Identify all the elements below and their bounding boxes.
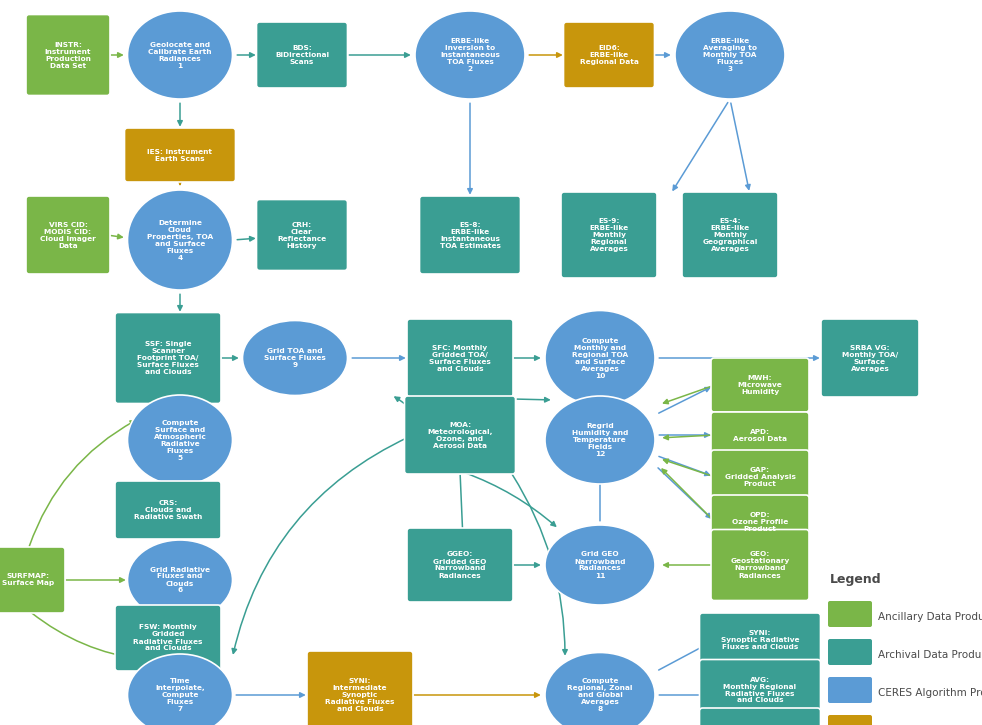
FancyBboxPatch shape [115, 605, 221, 671]
Ellipse shape [243, 320, 348, 396]
Text: ES-9:
ERBE-like
Monthly
Regional
Averages: ES-9: ERBE-like Monthly Regional Average… [589, 218, 628, 252]
FancyBboxPatch shape [307, 651, 413, 725]
Ellipse shape [128, 11, 233, 99]
FancyBboxPatch shape [828, 677, 872, 703]
FancyBboxPatch shape [564, 22, 654, 88]
FancyBboxPatch shape [0, 547, 65, 613]
FancyBboxPatch shape [821, 319, 919, 397]
FancyBboxPatch shape [125, 128, 236, 182]
FancyBboxPatch shape [256, 199, 348, 270]
Ellipse shape [415, 11, 525, 99]
Ellipse shape [545, 310, 655, 405]
Text: SYNI:
Intermediate
Synoptic
Radiative Fluxes
and Clouds: SYNI: Intermediate Synoptic Radiative Fl… [325, 678, 395, 712]
Ellipse shape [545, 396, 655, 484]
Text: GEO:
Geostationary
Narrowband
Radiances: GEO: Geostationary Narrowband Radiances [731, 552, 790, 579]
FancyBboxPatch shape [711, 495, 809, 549]
Ellipse shape [128, 540, 233, 620]
Ellipse shape [675, 11, 785, 99]
Text: SFC: Monthly
Gridded TOA/
Surface Fluxes
and Clouds: SFC: Monthly Gridded TOA/ Surface Fluxes… [429, 344, 491, 371]
Text: GAP:
Gridded Analysis
Product: GAP: Gridded Analysis Product [725, 467, 795, 487]
Text: SYNI:
Synoptic Radiative
Fluxes and Clouds: SYNI: Synoptic Radiative Fluxes and Clou… [721, 630, 799, 650]
FancyBboxPatch shape [711, 412, 809, 458]
Ellipse shape [128, 654, 233, 725]
FancyBboxPatch shape [26, 14, 110, 96]
Text: VIRS CID:
MODIS CID:
Cloud Imager
Data: VIRS CID: MODIS CID: Cloud Imager Data [40, 222, 96, 249]
Text: Grid TOA and
Surface Fluxes
9: Grid TOA and Surface Fluxes 9 [264, 348, 326, 368]
FancyBboxPatch shape [405, 396, 516, 474]
Text: ES-4:
ERBE-like
Monthly
Geographical
Averages: ES-4: ERBE-like Monthly Geographical Ave… [702, 218, 758, 252]
Text: ES-8:
ERBE-like
Instantaneous
TOA Estimates: ES-8: ERBE-like Instantaneous TOA Estima… [440, 222, 501, 249]
Text: MOA:
Meteorological,
Ozone, and
Aerosol Data: MOA: Meteorological, Ozone, and Aerosol … [427, 421, 493, 449]
Text: APD:
Aerosol Data: APD: Aerosol Data [733, 428, 787, 442]
Text: INSTR:
Instrument
Production
Data Set: INSTR: Instrument Production Data Set [45, 41, 91, 68]
Text: ERBE-like
Averaging to
Monthly TOA
Fluxes
3: ERBE-like Averaging to Monthly TOA Fluxe… [703, 38, 757, 72]
FancyBboxPatch shape [699, 708, 821, 725]
Text: Grid Radiative
Fluxes and
Clouds
6: Grid Radiative Fluxes and Clouds 6 [150, 566, 210, 594]
FancyBboxPatch shape [828, 639, 872, 665]
Text: OPD:
Ozone Profile
Product: OPD: Ozone Profile Product [732, 512, 789, 532]
Text: MWH:
Microwave
Humidity: MWH: Microwave Humidity [737, 375, 783, 395]
Text: CERES Algorithm Processes: CERES Algorithm Processes [878, 688, 982, 698]
Text: AVG:
Monthly Regional
Radiative Fluxes
and Clouds: AVG: Monthly Regional Radiative Fluxes a… [724, 676, 796, 703]
Text: CRS:
Clouds and
Radiative Swath: CRS: Clouds and Radiative Swath [134, 500, 202, 520]
Ellipse shape [128, 395, 233, 485]
FancyBboxPatch shape [711, 529, 809, 600]
Text: Geolocate and
Calibrate Earth
Radiances
1: Geolocate and Calibrate Earth Radiances … [148, 41, 212, 68]
Text: Archival Data Products: Archival Data Products [878, 650, 982, 660]
FancyBboxPatch shape [828, 715, 872, 725]
Text: CRH:
Clear
Reflectance
History: CRH: Clear Reflectance History [278, 222, 327, 249]
Text: EID6:
ERBE-like
Regional Data: EID6: ERBE-like Regional Data [579, 45, 638, 65]
FancyBboxPatch shape [711, 358, 809, 412]
Text: IES: Instrument
Earth Scans: IES: Instrument Earth Scans [147, 149, 212, 162]
FancyBboxPatch shape [711, 450, 809, 504]
Text: Time
Interpolate,
Compute
Fluxes
7: Time Interpolate, Compute Fluxes 7 [155, 678, 205, 712]
FancyBboxPatch shape [115, 481, 221, 539]
FancyBboxPatch shape [561, 192, 657, 278]
Text: BDS:
BiDirectional
Scans: BDS: BiDirectional Scans [275, 45, 329, 65]
Text: ERBE-like
Inversion to
Instantaneous
TOA Fluxes
2: ERBE-like Inversion to Instantaneous TOA… [440, 38, 500, 72]
FancyBboxPatch shape [419, 196, 520, 274]
FancyBboxPatch shape [407, 528, 513, 602]
Ellipse shape [545, 525, 655, 605]
FancyBboxPatch shape [699, 613, 821, 667]
Text: Determine
Cloud
Properties, TOA
and Surface
Fluxes
4: Determine Cloud Properties, TOA and Surf… [147, 220, 213, 260]
FancyBboxPatch shape [26, 196, 110, 274]
Text: FSW: Monthly
Gridded
Radiative Fluxes
and Clouds: FSW: Monthly Gridded Radiative Fluxes an… [134, 624, 202, 652]
FancyBboxPatch shape [115, 312, 221, 404]
FancyBboxPatch shape [407, 319, 513, 397]
Text: Compute
Regional, Zonal
and Global
Averages
8: Compute Regional, Zonal and Global Avera… [568, 678, 632, 712]
Text: SRBA VG:
Monthly TOA/
Surface
Averages: SRBA VG: Monthly TOA/ Surface Averages [842, 344, 899, 371]
Text: Regrid
Humidity and
Temperature
Fields
12: Regrid Humidity and Temperature Fields 1… [572, 423, 628, 457]
Text: Ancillary Data Products: Ancillary Data Products [878, 612, 982, 622]
Text: Legend: Legend [830, 573, 882, 587]
Text: Grid GEO
Narrowband
Radiances
11: Grid GEO Narrowband Radiances 11 [574, 552, 626, 579]
FancyBboxPatch shape [699, 660, 821, 721]
Text: Compute
Surface and
Atmospheric
Radiative
Fluxes
5: Compute Surface and Atmospheric Radiativ… [153, 420, 206, 460]
Text: SSF: Single
Scanner
Footprint TOA/
Surface Fluxes
and Clouds: SSF: Single Scanner Footprint TOA/ Surfa… [137, 341, 199, 375]
Text: SURFMAP:
Surface Map: SURFMAP: Surface Map [2, 573, 54, 587]
FancyBboxPatch shape [682, 192, 778, 278]
FancyBboxPatch shape [256, 22, 348, 88]
Ellipse shape [545, 652, 655, 725]
Ellipse shape [128, 190, 233, 290]
FancyBboxPatch shape [828, 601, 872, 627]
Text: GGEO:
Gridded GEO
Narrowband
Radiances: GGEO: Gridded GEO Narrowband Radiances [433, 552, 487, 579]
Text: Compute
Monthly and
Regional TOA
and Surface
Averages
10: Compute Monthly and Regional TOA and Sur… [572, 338, 628, 378]
